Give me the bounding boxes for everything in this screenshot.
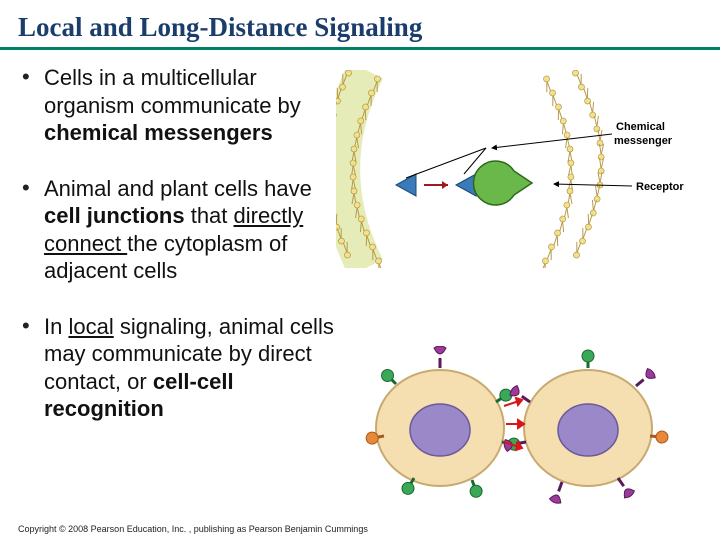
text-span: Animal and plant cells have xyxy=(44,176,312,201)
nucleus-right xyxy=(558,404,618,456)
label-chemical-messenger-2: messenger xyxy=(614,135,673,147)
label-receptor: Receptor xyxy=(636,181,684,193)
bold-span: chemical messengers xyxy=(44,120,273,145)
content-area: • Cells in a multicellular organism comm… xyxy=(0,64,720,451)
bullet-item: • Animal and plant cells have cell junct… xyxy=(22,175,340,285)
bullet-marker: • xyxy=(22,175,44,285)
pointer-arrow-icon xyxy=(554,184,632,186)
membrane-right xyxy=(540,70,604,268)
figure-cell-cell-recognition xyxy=(344,346,692,504)
underline-span: local xyxy=(68,314,113,339)
label-chemical-messenger: Chemical xyxy=(616,121,665,133)
text-span: that xyxy=(185,203,234,228)
bullet-item: • In local signaling, animal cells may c… xyxy=(22,313,340,423)
text-span: Cells in a multicellular organism commun… xyxy=(44,65,301,118)
pointer-line xyxy=(406,148,486,178)
figure-column: Chemical messenger Receptor xyxy=(340,64,720,451)
bullet-marker: • xyxy=(22,313,44,423)
bullet-column: • Cells in a multicellular organism comm… xyxy=(0,64,340,451)
bullet-text-2: Animal and plant cells have cell junctio… xyxy=(44,175,340,285)
bullet-text-1: Cells in a multicellular organism commun… xyxy=(44,64,340,147)
pointer-arrow-icon xyxy=(492,134,612,148)
text-span: In xyxy=(44,314,68,339)
membrane-left xyxy=(336,70,384,268)
title-bar: Local and Long-Distance Signaling xyxy=(0,0,720,50)
bold-span: cell junctions xyxy=(44,203,185,228)
slide-title: Local and Long-Distance Signaling xyxy=(18,12,702,43)
receptor-icon xyxy=(474,161,552,205)
bullet-marker: • xyxy=(22,64,44,147)
figure-membrane-signaling: Chemical messenger Receptor xyxy=(336,70,712,268)
copyright-text: Copyright © 2008 Pearson Education, Inc.… xyxy=(18,524,368,534)
movement-arrow-icon xyxy=(424,181,448,189)
bullet-text-3: In local signaling, animal cells may com… xyxy=(44,313,340,423)
nucleus-left xyxy=(410,404,470,456)
bullet-item: • Cells in a multicellular organism comm… xyxy=(22,64,340,147)
